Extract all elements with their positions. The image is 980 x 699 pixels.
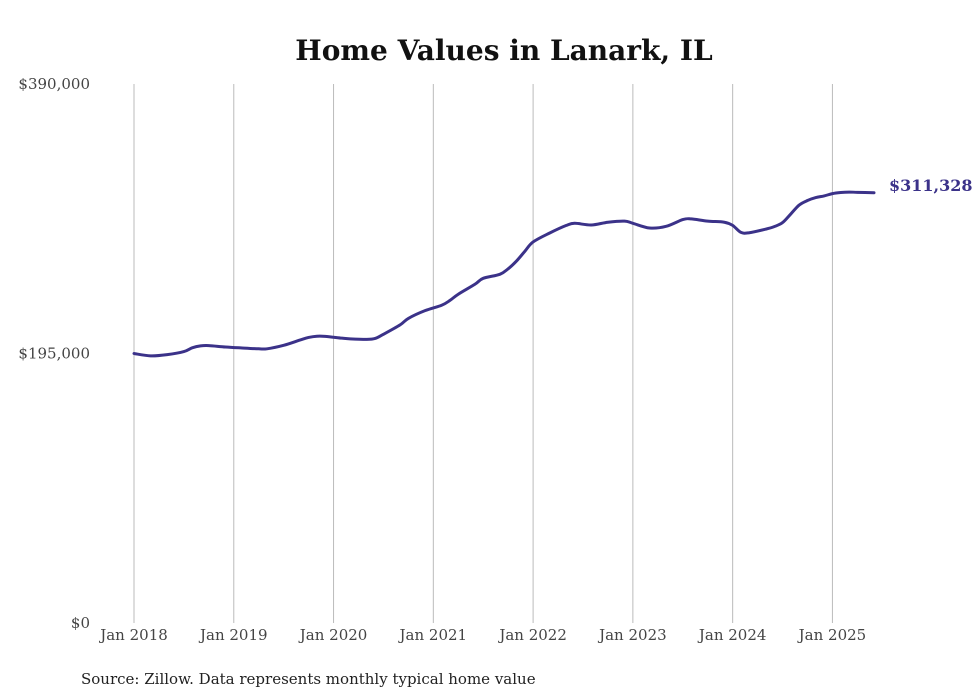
x-tick-label: Jan 2021 — [398, 626, 468, 644]
y-tick-label: $0 — [71, 614, 90, 632]
x-tick-label: Jan 2025 — [797, 626, 867, 644]
x-tick-label: Jan 2022 — [497, 626, 567, 644]
y-tick-label: $195,000 — [18, 345, 90, 363]
x-tick-label: Jan 2020 — [298, 626, 368, 644]
y-axis-tick-labels: $0 $195,000 $390,000 — [18, 75, 90, 632]
y-tick-label: $390,000 — [18, 75, 90, 93]
gridlines — [133, 84, 833, 623]
chart-title: Home Values in Lanark, IL — [295, 34, 713, 67]
x-tick-label: Jan 2023 — [597, 626, 667, 644]
x-tick-label: Jan 2018 — [98, 626, 168, 644]
x-tick-label: Jan 2024 — [697, 626, 767, 644]
x-axis-tick-labels: Jan 2018 Jan 2019 Jan 2020 Jan 2021 Jan 2022… — [98, 626, 866, 644]
source-note: Source: Zillow. Data represents monthly … — [81, 670, 536, 688]
series-lines — [132, 190, 876, 358]
series-line-0 — [132, 190, 876, 358]
latest-value-label: $311,328 — [889, 176, 973, 195]
x-tick-label: Jan 2019 — [198, 626, 268, 644]
